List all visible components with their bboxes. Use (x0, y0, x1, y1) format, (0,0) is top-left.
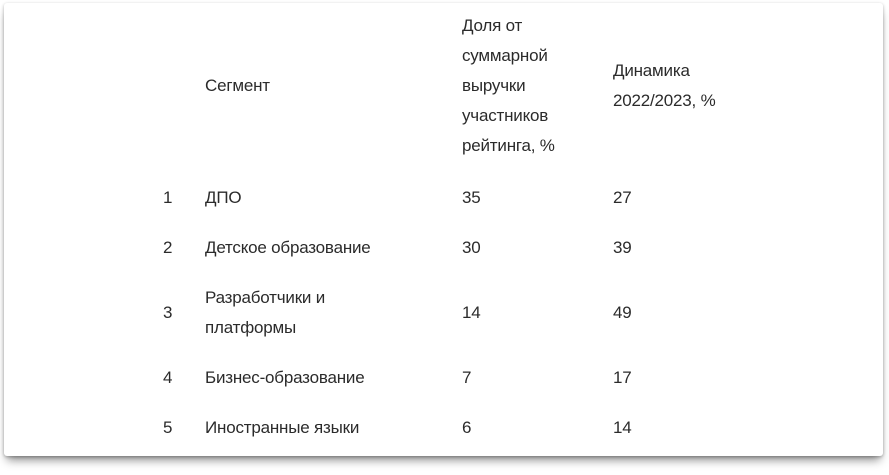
segment-cell: ДПО (205, 173, 462, 223)
segment-column-header: Сегмент (205, 3, 462, 173)
share-cell: 7 (462, 368, 472, 387)
share-column-header: Доля от суммарной выручки участников рей… (462, 3, 613, 173)
rank-cell: 2 (163, 238, 173, 257)
rank-column-header (4, 3, 205, 173)
segment-cell: Детское образование (205, 223, 462, 273)
header-row: Сегмент Доля от суммарной выручки участн… (4, 3, 883, 173)
share-column-header-label: Доля от суммарной выручки участников рей… (462, 16, 555, 155)
dynamics-cell: 17 (613, 368, 632, 387)
table-card: Сегмент Доля от суммарной выручки участн… (4, 3, 883, 456)
segment-cell-label: Иностранные языки (205, 418, 360, 437)
table-row: 5 Иностранные языки 6 14 (4, 403, 883, 453)
segment-cell-label: ДПО (205, 188, 242, 207)
dynamics-cell: 27 (613, 188, 632, 207)
dynamics-column-header-label: Динамика 2022/2023, % (613, 61, 716, 110)
share-cell: 14 (462, 303, 481, 322)
dynamics-cell: 39 (613, 238, 632, 257)
share-cell: 30 (462, 238, 481, 257)
dynamics-cell: 49 (613, 303, 632, 322)
segments-table: Сегмент Доля от суммарной выручки участн… (4, 3, 883, 453)
segment-cell: Разработчики и платформы (205, 273, 462, 353)
dynamics-column-header: Динамика 2022/2023, % (613, 3, 883, 173)
share-cell: 6 (462, 418, 472, 437)
rank-cell: 5 (163, 418, 173, 437)
table-row: 2 Детское образование 30 39 (4, 223, 883, 273)
table-body: 1 ДПО 35 27 2 Детское образование 30 39 … (4, 173, 883, 453)
table-header: Сегмент Доля от суммарной выручки участн… (4, 3, 883, 173)
table-row: 1 ДПО 35 27 (4, 173, 883, 223)
segment-cell: Бизнес-образование (205, 353, 462, 403)
table-row: 3 Разработчики и платформы 14 49 (4, 273, 883, 353)
rank-cell: 1 (163, 188, 173, 207)
rank-cell: 3 (163, 303, 173, 322)
rank-cell: 4 (163, 368, 173, 387)
table-row: 4 Бизнес-образование 7 17 (4, 353, 883, 403)
segment-cell-label: Бизнес-образование (205, 368, 365, 387)
segment-cell: Иностранные языки (205, 403, 462, 453)
dynamics-cell: 14 (613, 418, 632, 437)
segment-cell-label: Разработчики и платформы (205, 288, 326, 337)
segment-column-header-label: Сегмент (205, 76, 270, 95)
segment-cell-label: Детское образование (205, 238, 371, 257)
share-cell: 35 (462, 188, 481, 207)
